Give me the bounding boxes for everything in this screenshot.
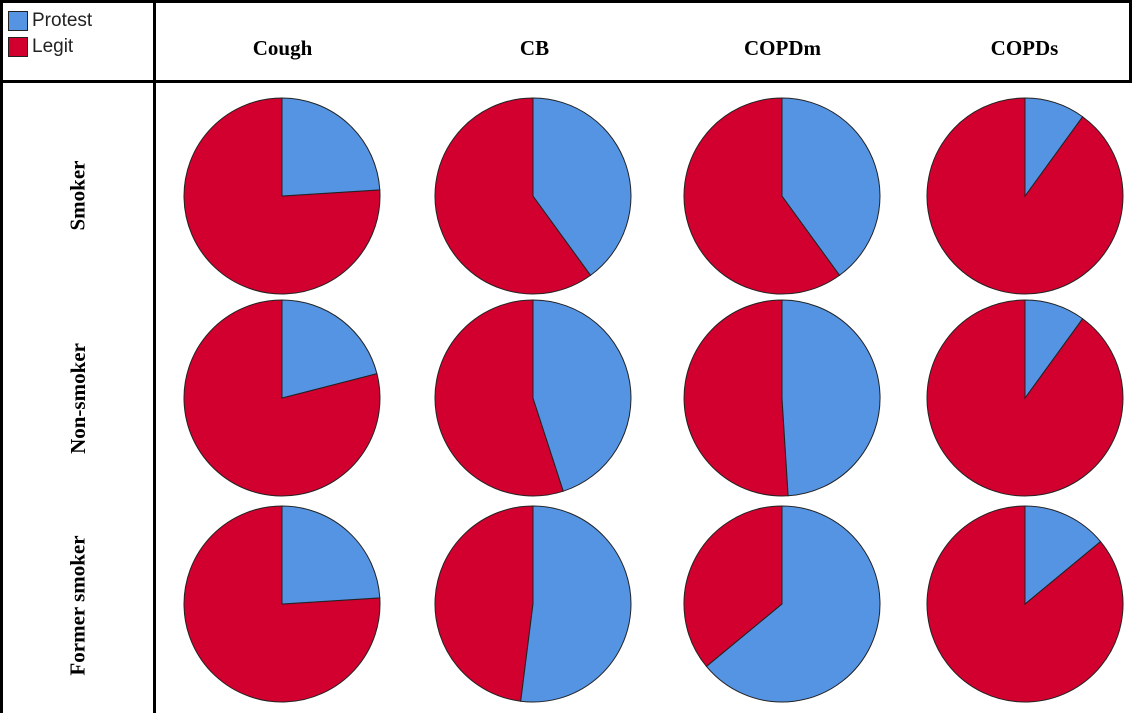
pie-non-smoker-cough [183, 299, 381, 497]
pie-slice-protest [281, 97, 381, 197]
pie-slice-protest [781, 299, 881, 497]
column-header-cb: CB [519, 35, 550, 60]
pie-slice-legit [183, 505, 381, 703]
legend-swatch-legit [8, 37, 28, 57]
pie-smoker-copds [926, 97, 1124, 295]
pie-smoker-cb [434, 97, 632, 295]
pie-slice-legit [434, 97, 592, 295]
pie-non-smoker-cb [434, 299, 632, 497]
pie-slice-protest [281, 299, 378, 399]
pie-smoker-cough [183, 97, 381, 295]
pie-slice-legit [183, 299, 381, 497]
pie-former-smoker-cb [434, 505, 632, 703]
pie-former-smoker-copdm [683, 505, 881, 703]
pie-slice-protest [1024, 299, 1084, 400]
pie-slice-protest [281, 505, 381, 605]
pie-smoker-copdm [683, 97, 881, 295]
legend-label-legit: Legit [32, 36, 74, 57]
pie-slice-protest [781, 97, 881, 276]
pie-slice-legit [683, 97, 841, 295]
pie-slice-protest [1024, 97, 1084, 198]
column-header-copdm: COPDm [744, 35, 821, 60]
header-divider [0, 80, 1132, 83]
legend-label-protest: Protest [32, 10, 93, 31]
left-border [0, 0, 3, 713]
column-header-cough: Cough [252, 35, 313, 60]
legend-item-legit: Legit [8, 34, 73, 60]
row-header-divider [153, 0, 156, 713]
legend-swatch-protest [8, 11, 28, 31]
pie-former-smoker-copds [926, 505, 1124, 703]
pie-slice-legit [183, 97, 381, 295]
pie-non-smoker-copds [926, 299, 1124, 497]
pie-slice-protest [705, 505, 881, 703]
pie-slice-protest [532, 299, 632, 492]
pie-slice-protest [1024, 505, 1102, 606]
pie-non-smoker-copdm [683, 299, 881, 497]
legend: Protest Legit [8, 8, 148, 76]
pie-slice-legit [683, 505, 783, 668]
top-border [0, 0, 1132, 3]
pie-former-smoker-cough [183, 505, 381, 703]
right-border [1129, 0, 1132, 82]
pie-slice-protest [532, 97, 632, 276]
column-header-copds: COPDs [990, 35, 1059, 60]
legend-item-protest: Protest [8, 8, 92, 34]
pie-slice-legit [683, 299, 789, 497]
pie-slice-legit [434, 505, 534, 702]
pie-slice-legit [434, 299, 564, 497]
pie-slice-protest [520, 505, 632, 703]
